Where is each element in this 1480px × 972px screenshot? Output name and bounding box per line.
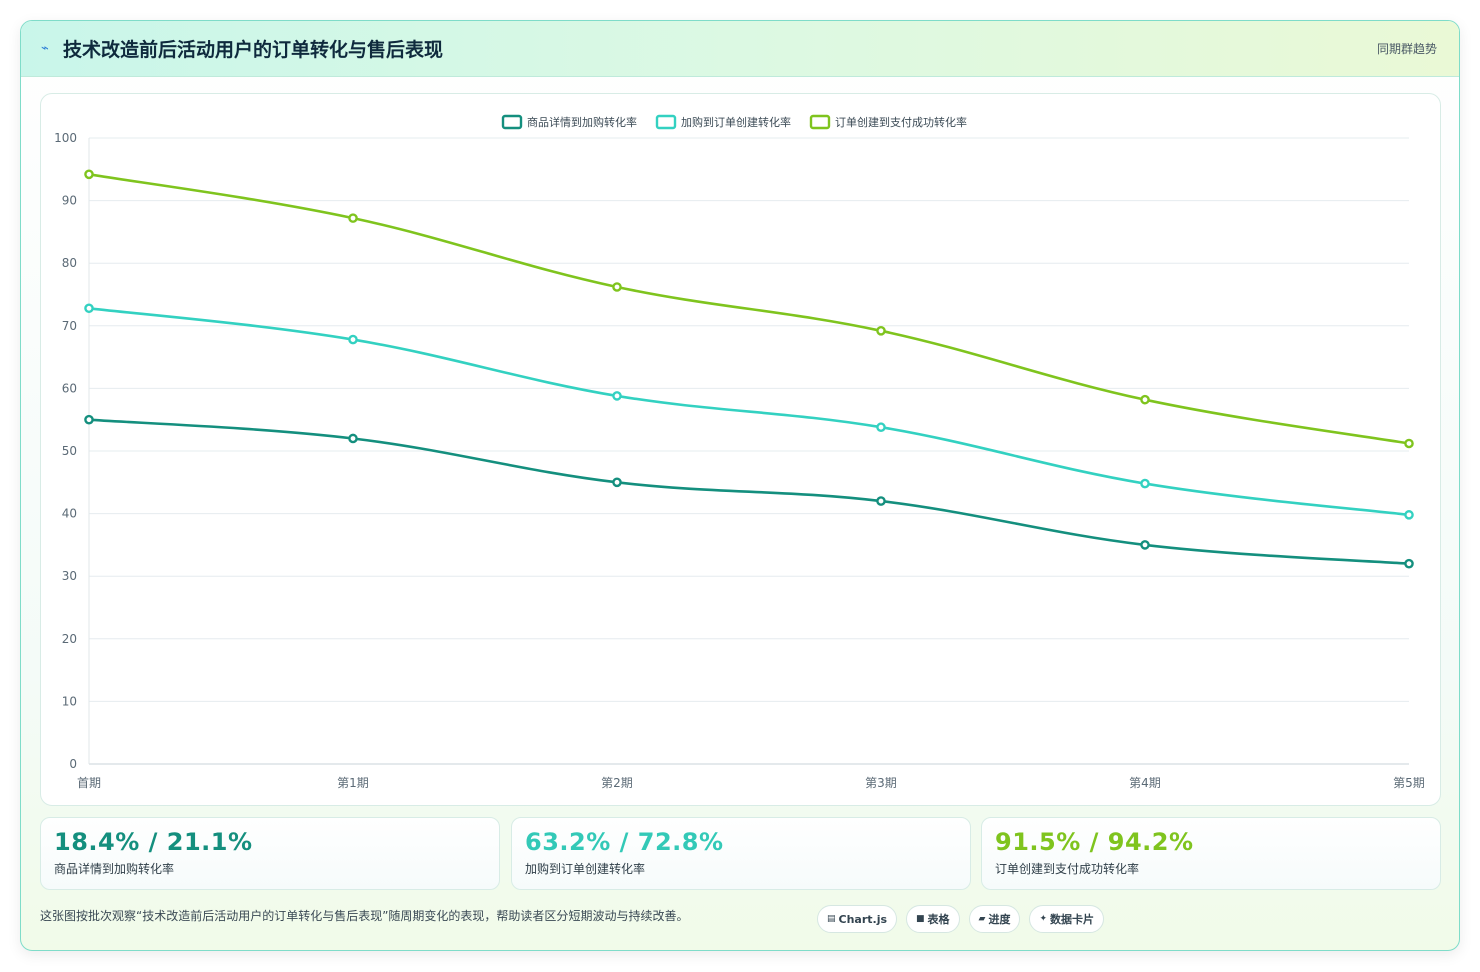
- stats-row: 18.4% / 21.1% 商品详情到加购转化率 63.2% / 72.8% 加…: [40, 817, 1441, 890]
- data-point: [612, 391, 622, 401]
- y-tick-label: 10: [62, 694, 77, 708]
- stat-label: 加购到订单创建转化率: [525, 862, 646, 876]
- x-tick-label: 第4期: [1129, 776, 1161, 790]
- data-point: [612, 282, 622, 292]
- x-tick-label: 首期: [77, 776, 101, 790]
- y-tick-label: 60: [62, 381, 77, 395]
- y-tick-label: 70: [62, 319, 77, 333]
- progress-icon: ▰: [978, 914, 986, 924]
- data-point: [1140, 394, 1150, 405]
- legend-swatch: [501, 114, 523, 130]
- stat-label: 订单创建到支付成功转化率: [995, 862, 1140, 876]
- stat-value: 18.4% / 21.1%: [54, 828, 253, 856]
- pill-label: Chart.js: [838, 912, 888, 926]
- table-icon: ■: [916, 914, 925, 924]
- data-point: [1140, 540, 1150, 550]
- data-point: [1404, 510, 1414, 520]
- stat-card-3: 91.5% / 94.2% 订单创建到支付成功转化率: [981, 817, 1441, 890]
- y-tick-label: 90: [62, 194, 77, 208]
- data-point: [876, 496, 886, 506]
- data-point: [876, 422, 886, 433]
- chart-icon: ▤: [827, 914, 836, 924]
- data-point: [1404, 558, 1414, 569]
- legend-swatch: [809, 114, 831, 130]
- series-line-2: [88, 306, 1410, 517]
- stat-value: 63.2% / 72.8%: [525, 828, 724, 856]
- data-point: [348, 213, 358, 223]
- title-wrap: ⌁ 技术改造前后活动用户的订单转化与售后表现: [41, 35, 443, 62]
- legend-swatch: [655, 114, 677, 130]
- data-point: [1140, 478, 1150, 489]
- sparkle-icon: ✦: [1039, 914, 1048, 924]
- legend-label: 订单创建到支付成功转化率: [835, 115, 967, 129]
- data-point: [1404, 438, 1414, 449]
- x-tick-label: 第1期: [337, 776, 369, 790]
- y-tick-label: 50: [62, 444, 77, 458]
- data-point: [612, 477, 622, 488]
- x-tick-label: 第3期: [865, 776, 897, 790]
- legend-label: 加购到订单创建转化率: [681, 115, 791, 129]
- stat-card-1: 18.4% / 21.1% 商品详情到加购转化率: [40, 817, 500, 890]
- y-tick-label: 100: [54, 131, 77, 145]
- pill-group: ▤ Chart.js ■ 表格 ▰ 进度 ✦ 数据卡片: [817, 905, 1105, 933]
- data-point: [348, 433, 358, 444]
- header-badge: 同期群趋势: [1376, 42, 1437, 56]
- pill-progress[interactable]: ▰ 进度: [968, 905, 1021, 933]
- data-point: [84, 414, 94, 425]
- line-chart: 0 10 20 30 40 50 60 70 80 90 100 首期 第1期 第2期 第3期 第4期 第5期 商…: [54, 114, 1425, 790]
- x-tick-label: 第5期: [1393, 776, 1425, 790]
- pill-chartjs[interactable]: ▤ Chart.js: [817, 905, 898, 933]
- pill-label: 数据卡片: [1050, 913, 1095, 926]
- data-point: [348, 334, 358, 345]
- y-tick-label: 80: [62, 256, 77, 270]
- y-tick-label: 20: [62, 632, 77, 646]
- stat-card-2: 63.2% / 72.8% 加购到订单创建转化率: [511, 817, 971, 890]
- data-point: [876, 326, 886, 336]
- series-line-1: [88, 418, 1410, 565]
- card-header: ⌁ 技术改造前后活动用户的订单转化与售后表现 同期群趋势: [21, 21, 1459, 77]
- chart-panel: 0 10 20 30 40 50 60 70 80 90 100 首期 第1期 第2期 第3期 第4期 第5期 商…: [40, 93, 1441, 806]
- pill-label: 进度: [988, 913, 1011, 926]
- page-title: 技术改造前后活动用户的订单转化与售后表现: [63, 39, 444, 61]
- y-tick-label: 30: [62, 569, 77, 583]
- pill-label: 表格: [927, 913, 950, 926]
- pill-table[interactable]: ■ 表格: [906, 905, 960, 933]
- footer: 这张图按批次观察“技术改造前后活动用户的订单转化与售后表现”随周期变化的表现，帮…: [40, 905, 1441, 935]
- series-line-3: [88, 173, 1410, 445]
- data-point: [84, 303, 94, 314]
- legend-label: 商品详情到加购转化率: [527, 115, 637, 129]
- dashboard-card: ⌁ 技术改造前后活动用户的订单转化与售后表现 同期群趋势 0 10 20 30 40 50…: [20, 20, 1460, 951]
- y-tick-label: 0: [69, 757, 77, 771]
- y-tick-label: 40: [62, 507, 77, 521]
- stat-value: 91.5% / 94.2%: [995, 828, 1194, 856]
- trend-line-icon: ⌁: [41, 41, 49, 56]
- footer-description: 这张图按批次观察“技术改造前后活动用户的订单转化与售后表现”随周期变化的表现，帮…: [40, 909, 689, 923]
- pill-data-card[interactable]: ✦ 数据卡片: [1029, 905, 1105, 933]
- data-point: [84, 169, 94, 180]
- x-tick-label: 第2期: [601, 776, 633, 790]
- stat-label: 商品详情到加购转化率: [54, 862, 175, 876]
